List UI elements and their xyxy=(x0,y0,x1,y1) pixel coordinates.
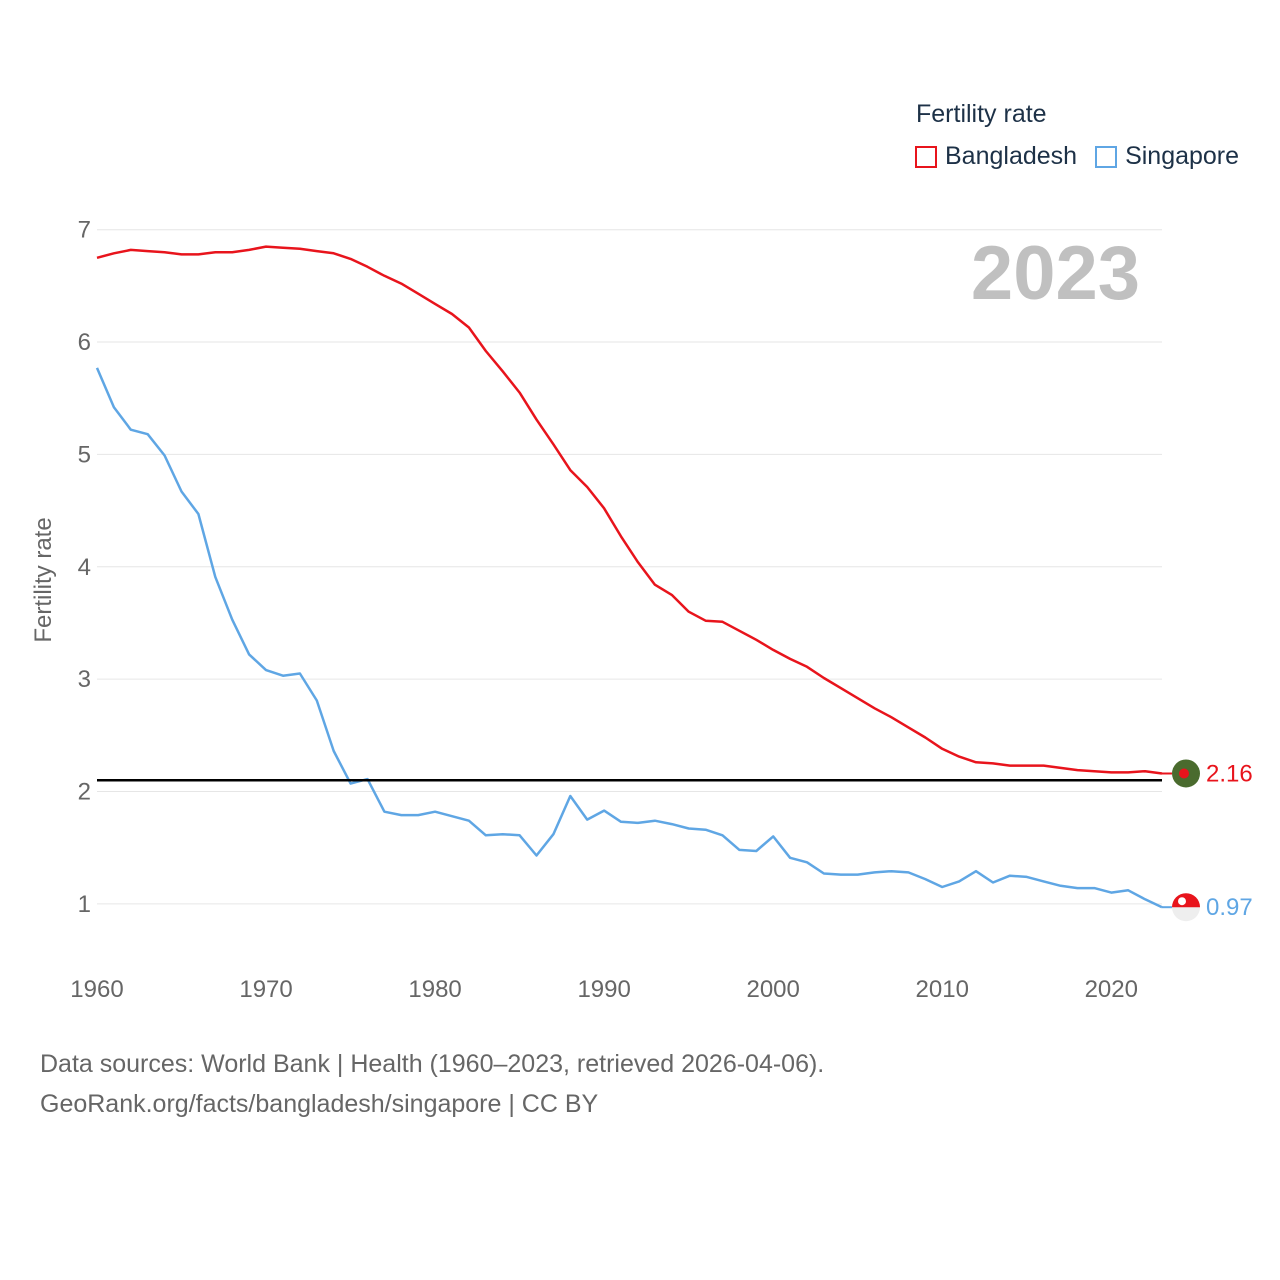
y-tick-label: 7 xyxy=(78,217,91,244)
x-tick-label: 2000 xyxy=(746,976,799,1003)
x-tick-label: 1980 xyxy=(408,976,461,1003)
footer-attribution: GeoRank.org/facts/bangladesh/singapore |… xyxy=(40,1090,599,1118)
series-lines xyxy=(95,245,1163,909)
footer: Data sources: World Bank | Health (1960–… xyxy=(40,1044,824,1124)
legend-swatch-bangladesh xyxy=(915,145,937,168)
flag-singapore-red-half xyxy=(1172,893,1200,908)
y-tick-label: 1 xyxy=(78,891,91,918)
year-watermark: 2023 xyxy=(971,231,1140,316)
y-tick-label: 4 xyxy=(78,554,91,581)
legend-swatch-singapore xyxy=(1095,145,1118,168)
flag-bangladesh-disc xyxy=(1179,768,1189,779)
grid-lines xyxy=(97,229,1162,905)
legend-item-bangladesh[interactable]: Bangladesh xyxy=(915,142,1077,171)
legend-label-singapore: Singapore xyxy=(1125,142,1240,170)
y-tick-label: 3 xyxy=(78,666,91,693)
x-tick-label: 1990 xyxy=(577,976,630,1003)
legend-title: Fertility rate xyxy=(916,100,1047,128)
x-tick-label: 2010 xyxy=(916,976,969,1003)
footer-sources: Data sources: World Bank | Health (1960–… xyxy=(40,1050,825,1078)
x-tick-label: 2020 xyxy=(1085,976,1138,1003)
y-tick-label: 6 xyxy=(78,329,91,356)
legend-label-bangladesh: Bangladesh xyxy=(945,142,1078,170)
series-line-bangladesh xyxy=(96,245,1163,775)
y-axis-label: Fertility rate xyxy=(30,517,57,642)
series-end-markers: 2.16 0.97 xyxy=(1162,759,1253,922)
x-tick-label: 1960 xyxy=(70,976,123,1003)
x-axis-ticks: 1960 1970 1980 1990 2000 2010 2020 xyxy=(70,976,1138,1003)
legend-item-singapore[interactable]: Singapore xyxy=(1095,142,1239,171)
end-value-label-bangladesh: 2.16 xyxy=(1206,760,1253,787)
y-axis-ticks: 1 2 3 4 5 6 7 xyxy=(78,217,91,918)
end-value-label-singapore: 0.97 xyxy=(1206,894,1253,921)
flag-singapore-crescent xyxy=(1178,897,1186,906)
x-tick-label: 1970 xyxy=(239,976,292,1003)
series-line-singapore xyxy=(95,367,1163,909)
legend: Bangladesh Singapore xyxy=(915,142,1257,171)
y-tick-label: 2 xyxy=(78,778,91,805)
y-tick-label: 5 xyxy=(78,441,91,468)
